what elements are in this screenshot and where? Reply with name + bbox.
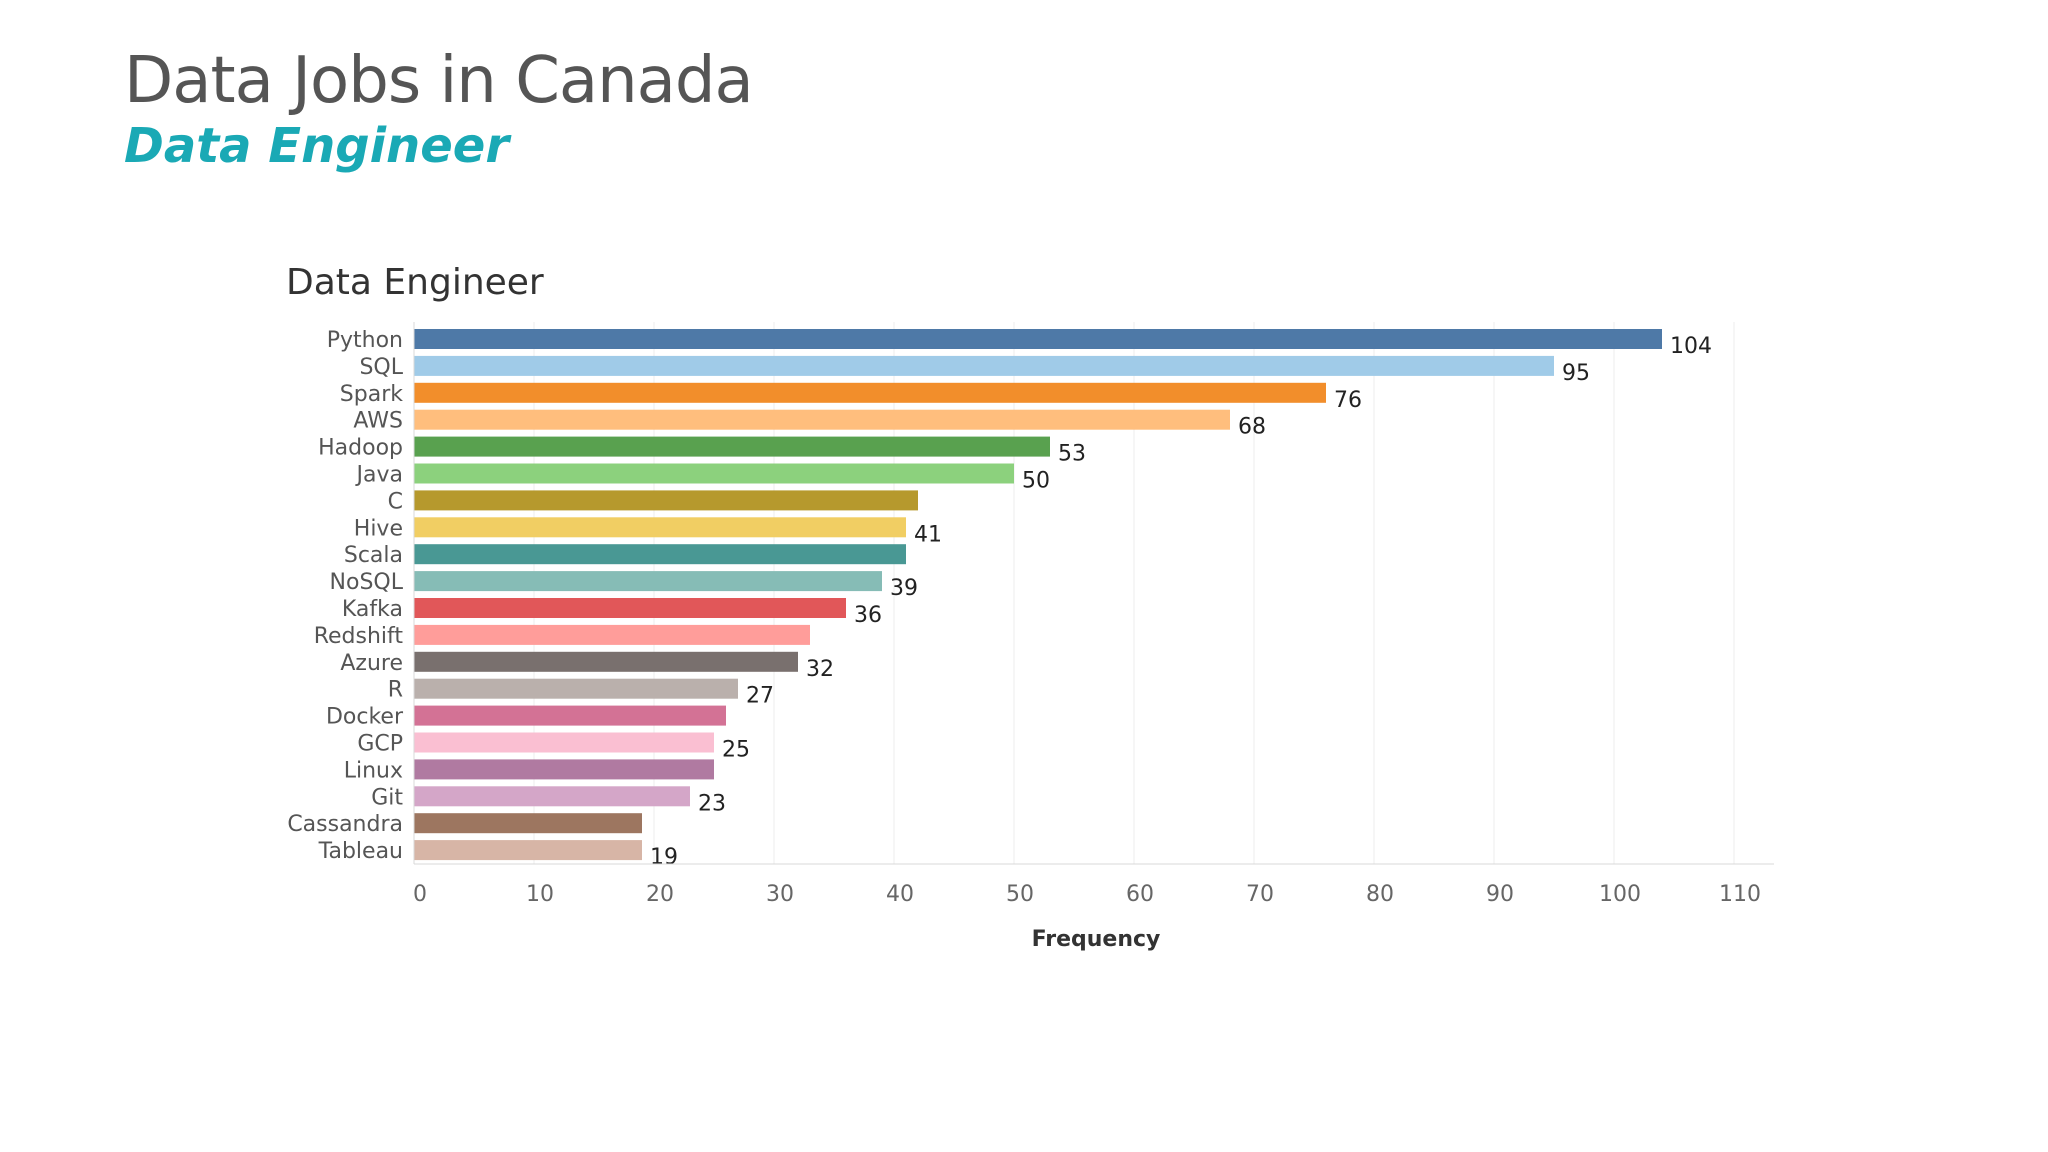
value-label: 23 [698, 791, 726, 816]
chart-title: Data Engineer [286, 262, 544, 303]
x-tick-label: 80 [1366, 882, 1394, 907]
bar [414, 329, 1662, 349]
bar [414, 517, 906, 538]
category-label: Azure [340, 651, 403, 676]
x-tick-label: 0 [413, 882, 427, 907]
bar [414, 463, 1014, 484]
bar [414, 490, 918, 511]
category-label: Python [327, 328, 403, 353]
axis-layer: 0 10 20 30 40 50 60 70 80 90 100 110 Frequency [413, 322, 1774, 952]
value-label: 95 [1562, 361, 1590, 386]
category-label: GCP [357, 732, 403, 757]
x-tick-label: 30 [766, 882, 794, 907]
bar [414, 813, 642, 834]
category-label: Redshift [314, 624, 404, 649]
value-label: 39 [890, 576, 918, 601]
bar [414, 732, 714, 753]
category-label: Hive [354, 516, 403, 541]
value-label: 36 [854, 603, 882, 628]
x-tick-label: 110 [1719, 882, 1761, 907]
x-tick-label: 100 [1599, 882, 1641, 907]
category-label: Scala [344, 543, 403, 568]
bar [414, 705, 726, 726]
value-label: 104 [1670, 334, 1712, 359]
value-label: 76 [1334, 388, 1362, 413]
x-tick-label: 10 [526, 882, 554, 907]
x-tick-label: 20 [646, 882, 674, 907]
category-label: Kafka [342, 597, 403, 622]
bar [414, 678, 738, 699]
bar [414, 382, 1326, 403]
category-label: AWS [353, 409, 403, 434]
bar [414, 786, 690, 807]
bar-layer [414, 329, 1662, 861]
category-label: Docker [326, 705, 404, 730]
category-label: Tableau [318, 839, 403, 864]
bar [414, 840, 642, 861]
value-label: 41 [914, 522, 942, 547]
value-label: 68 [1238, 415, 1266, 440]
value-label: 19 [650, 845, 678, 870]
bar [414, 624, 810, 645]
value-label: 25 [722, 738, 750, 763]
x-axis-title: Frequency [1032, 927, 1161, 952]
bar [414, 571, 882, 592]
value-label: 53 [1058, 442, 1086, 467]
category-label: Linux [344, 758, 403, 783]
x-tick-label: 90 [1486, 882, 1514, 907]
category-label: Cassandra [287, 812, 403, 837]
label-layer: Python 104 SQL 95 Spark 76 AWS 68 Hadoop 53 Java 50… [287, 328, 1712, 870]
bar [414, 598, 846, 618]
category-label: C [388, 489, 403, 514]
bar [414, 436, 1050, 457]
x-tick-label: 70 [1246, 882, 1274, 907]
value-label: 27 [746, 684, 774, 709]
category-label: Spark [340, 382, 403, 407]
bar [414, 651, 798, 672]
bar [414, 544, 906, 565]
x-tick-label: 50 [1006, 882, 1034, 907]
slide-title: Data Jobs in Canada [124, 44, 754, 118]
slide-subtitle: Data Engineer [124, 118, 510, 174]
value-label: 32 [806, 657, 834, 682]
x-tick-label: 60 [1126, 882, 1154, 907]
category-label: Java [355, 463, 403, 488]
bar [414, 355, 1554, 376]
category-label: SQL [359, 355, 403, 380]
category-label: Hadoop [318, 436, 403, 461]
bar [414, 759, 714, 780]
bar [414, 409, 1230, 430]
value-label: 50 [1022, 469, 1050, 494]
grid-layer [533, 322, 1735, 864]
category-label: Git [371, 785, 403, 810]
x-tick-label: 40 [886, 882, 914, 907]
category-label: NoSQL [330, 570, 404, 595]
category-label: R [388, 678, 403, 703]
